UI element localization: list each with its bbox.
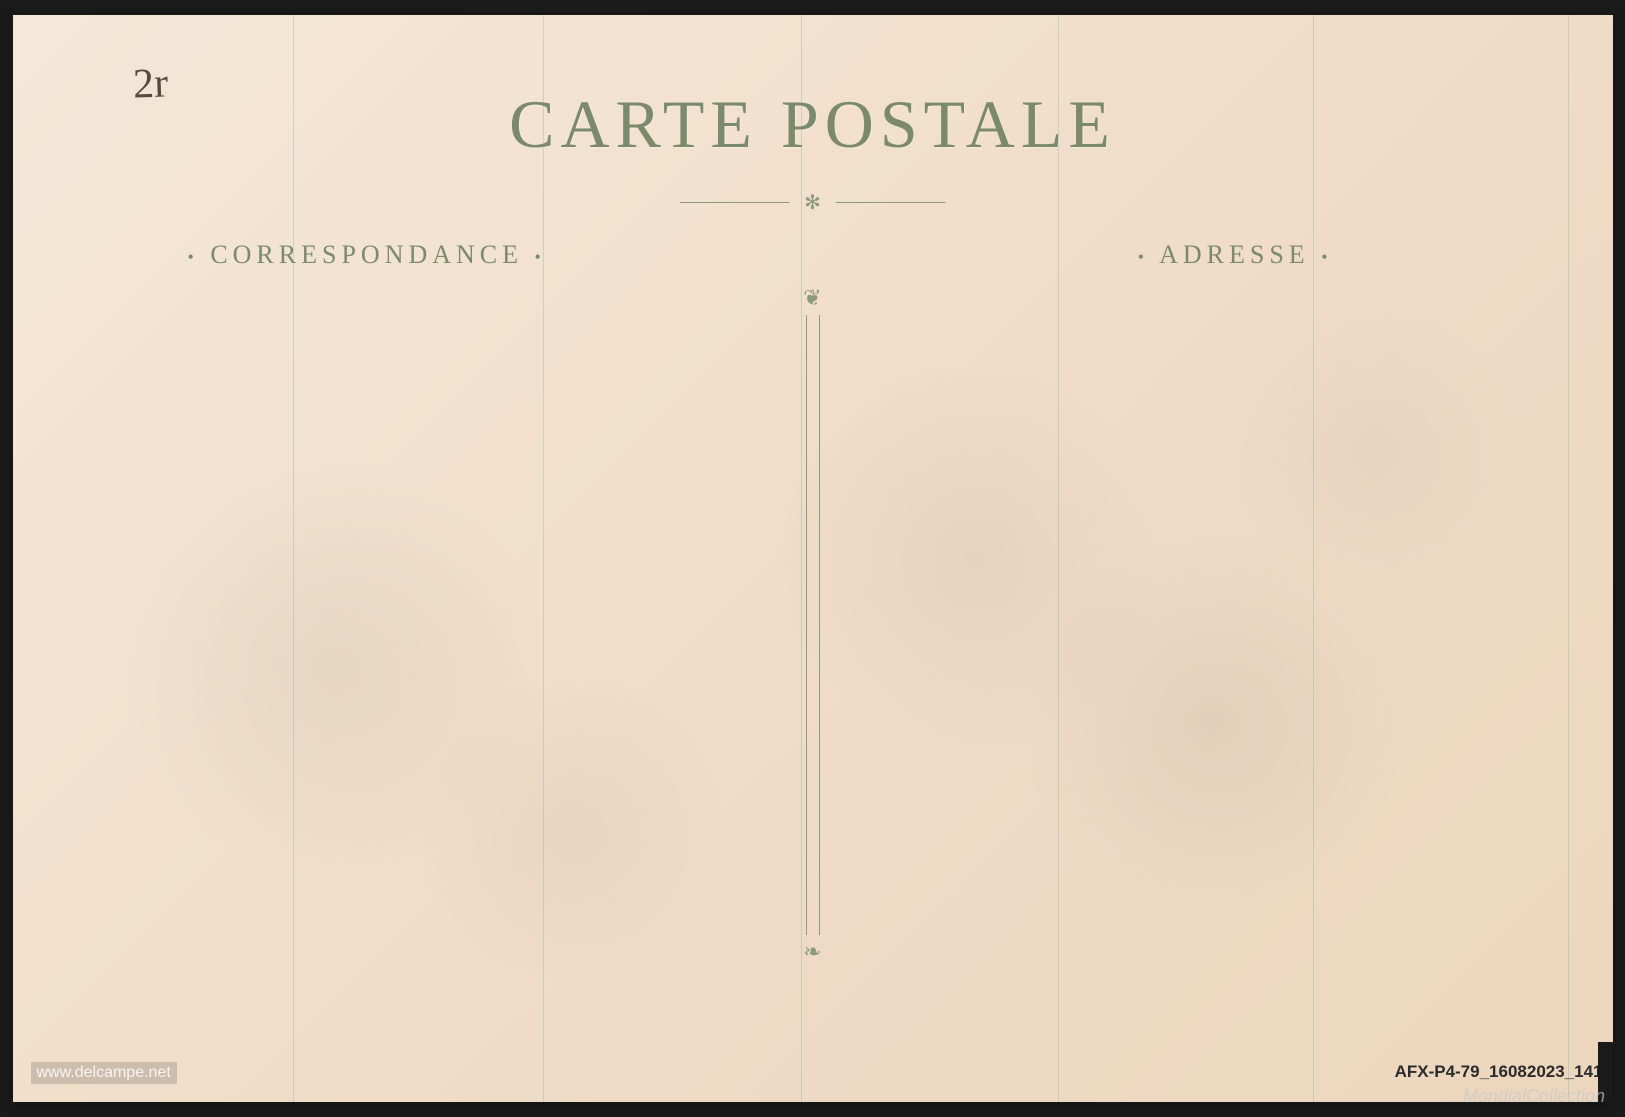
ornament-star-icon: ✻ xyxy=(804,190,821,215)
scroll-top-icon: ❦ xyxy=(803,285,821,311)
watermark-url: www.delcampe.net xyxy=(31,1062,177,1084)
guide-line xyxy=(543,15,544,1102)
correspondence-text: CORRESPONDANCE xyxy=(210,240,523,269)
watermark-code: AFX-P4-79_16082023_141 xyxy=(1395,1062,1603,1082)
ornament-line-right xyxy=(836,202,946,203)
bullet-icon: • xyxy=(1321,247,1332,268)
bullet-icon: • xyxy=(188,247,199,268)
scroll-bottom-icon: ❧ xyxy=(803,939,821,965)
address-text: ADRESSE xyxy=(1159,240,1310,269)
address-label: • ADRESSE • xyxy=(1138,240,1333,270)
center-divider: ❦ ❧ xyxy=(798,285,828,965)
postcard-container: 2r CARTE POSTALE ✻ • CORRESPONDANCE • • … xyxy=(13,15,1613,1102)
postcard-title: CARTE POSTALE xyxy=(509,85,1116,164)
bullet-icon: • xyxy=(1138,247,1149,268)
ornament-line-left xyxy=(679,202,789,203)
guide-line xyxy=(293,15,294,1102)
guide-line xyxy=(1568,15,1569,1102)
guide-line xyxy=(1058,15,1059,1102)
bullet-icon: • xyxy=(535,247,546,268)
title-ornament: ✻ xyxy=(679,190,946,215)
divider-line xyxy=(819,315,820,935)
watermark-collection: MondialCollection xyxy=(1463,1086,1605,1107)
handwritten-annotation: 2r xyxy=(132,59,169,108)
correspondence-label: • CORRESPONDANCE • xyxy=(188,240,546,270)
guide-line xyxy=(1313,15,1314,1102)
divider-line xyxy=(806,315,807,935)
